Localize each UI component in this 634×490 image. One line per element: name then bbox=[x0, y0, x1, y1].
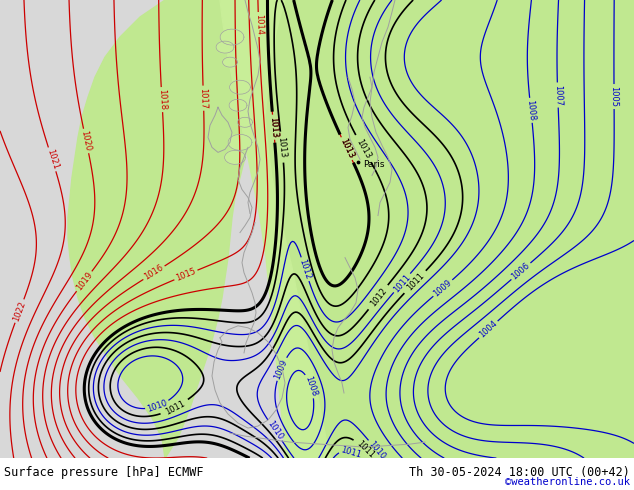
Text: Th 30-05-2024 18:00 UTC (00+42): Th 30-05-2024 18:00 UTC (00+42) bbox=[409, 466, 630, 479]
Text: 1011: 1011 bbox=[392, 272, 412, 294]
Text: 1012: 1012 bbox=[368, 286, 388, 308]
Polygon shape bbox=[220, 29, 244, 45]
Text: 1013: 1013 bbox=[354, 137, 372, 160]
Text: 1010: 1010 bbox=[366, 439, 387, 461]
Text: 1021: 1021 bbox=[45, 148, 60, 171]
Text: 1010: 1010 bbox=[146, 398, 169, 414]
Text: 1013: 1013 bbox=[338, 137, 355, 160]
Text: 1006: 1006 bbox=[510, 261, 532, 282]
Polygon shape bbox=[265, 0, 634, 458]
Polygon shape bbox=[68, 0, 278, 458]
Text: 1005: 1005 bbox=[609, 86, 619, 107]
Polygon shape bbox=[223, 57, 238, 67]
Text: 1009: 1009 bbox=[273, 358, 289, 380]
Text: 1016: 1016 bbox=[143, 263, 165, 282]
Text: 1008: 1008 bbox=[526, 99, 536, 122]
Text: 1022: 1022 bbox=[11, 300, 27, 322]
Text: 1017: 1017 bbox=[198, 88, 208, 109]
Polygon shape bbox=[220, 0, 332, 458]
Text: 1010: 1010 bbox=[265, 419, 285, 441]
Text: 1014: 1014 bbox=[254, 14, 264, 35]
Text: ©weatheronline.co.uk: ©weatheronline.co.uk bbox=[505, 477, 630, 487]
Text: 1012: 1012 bbox=[297, 258, 313, 281]
Text: 1011: 1011 bbox=[164, 399, 186, 416]
Polygon shape bbox=[228, 134, 252, 150]
Text: 1013: 1013 bbox=[268, 116, 279, 138]
Polygon shape bbox=[230, 80, 250, 94]
Text: 1013: 1013 bbox=[338, 137, 355, 160]
Text: Surface pressure [hPa] ECMWF: Surface pressure [hPa] ECMWF bbox=[4, 466, 204, 479]
Text: 1009: 1009 bbox=[432, 278, 454, 298]
Text: 1011: 1011 bbox=[340, 445, 362, 459]
Polygon shape bbox=[238, 117, 252, 127]
Polygon shape bbox=[224, 150, 245, 164]
Text: 1013: 1013 bbox=[276, 136, 288, 158]
Text: 1008: 1008 bbox=[303, 375, 318, 397]
Polygon shape bbox=[216, 41, 234, 53]
Text: 1018: 1018 bbox=[157, 89, 167, 110]
Text: 1020: 1020 bbox=[79, 130, 93, 152]
Text: 1013: 1013 bbox=[268, 116, 279, 138]
Text: 1015: 1015 bbox=[174, 267, 197, 283]
Polygon shape bbox=[229, 99, 247, 111]
Text: 1019: 1019 bbox=[74, 270, 94, 293]
Text: 1011: 1011 bbox=[355, 440, 376, 461]
Text: Paris: Paris bbox=[363, 160, 384, 170]
Text: 1011: 1011 bbox=[404, 271, 425, 293]
Text: 1007: 1007 bbox=[553, 84, 562, 106]
Text: 1004: 1004 bbox=[477, 319, 499, 340]
